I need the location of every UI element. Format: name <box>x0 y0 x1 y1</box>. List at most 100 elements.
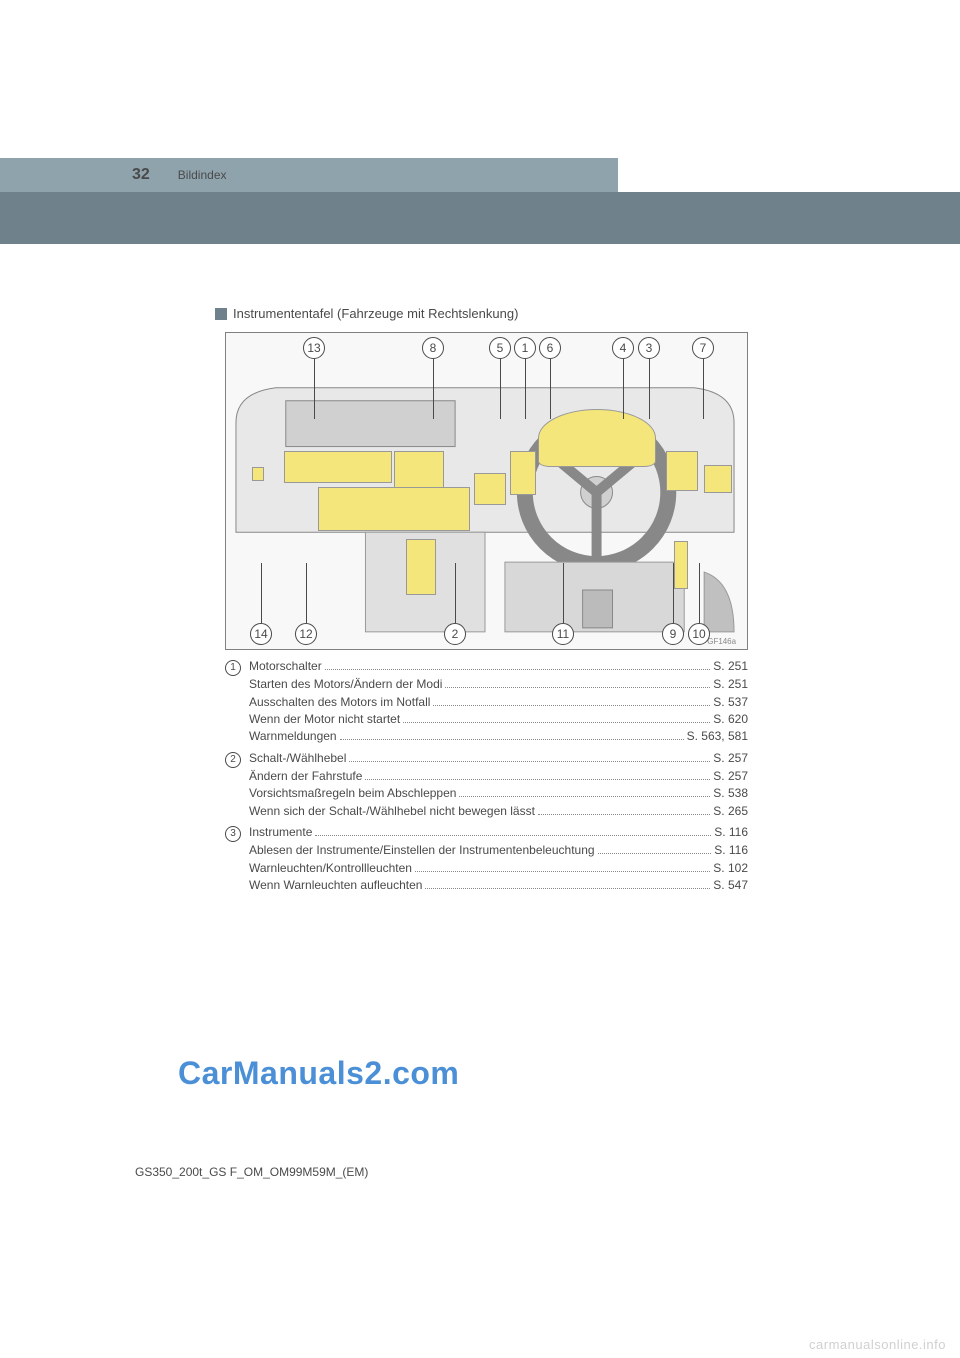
section-title: Instrumententafel (Fahrzeuge mit Rechtsl… <box>233 306 518 321</box>
list-dots <box>315 835 711 836</box>
callout-line <box>455 563 456 623</box>
list-page-ref: S. 547 <box>713 877 748 894</box>
highlight-region <box>704 465 732 493</box>
list-number-circle: 3 <box>225 826 241 842</box>
list-page-ref: S. 251 <box>713 676 748 693</box>
callout-line <box>500 359 501 419</box>
callout-4: 4 <box>612 337 634 359</box>
list-dots <box>365 779 710 780</box>
callout-line <box>623 359 624 419</box>
callout-12: 12 <box>295 623 317 645</box>
highlight-region <box>284 451 392 483</box>
highlight-region <box>666 451 698 491</box>
list-page-ref: S. 116 <box>714 824 748 841</box>
callout-3: 3 <box>638 337 660 359</box>
footer-code: GS350_200t_GS F_OM_OM99M59M_(EM) <box>135 1165 368 1179</box>
callout-8: 8 <box>422 337 444 359</box>
callout-7: 7 <box>692 337 714 359</box>
callout-10: 10 <box>688 623 710 645</box>
list-dots <box>325 669 711 670</box>
highlight-region <box>318 487 470 531</box>
list-number-circle: 2 <box>225 752 241 768</box>
list-label: Wenn sich der Schalt-/Wählhebel nicht be… <box>249 803 535 820</box>
list-page-ref: S. 563, 581 <box>687 728 748 745</box>
list-label: Warnleuchten/Kontrollleuchten <box>249 860 412 877</box>
list-label: Instrumente <box>249 824 312 841</box>
list-row: Ausschalten des Motors im NotfallS. 537 <box>225 694 748 711</box>
callout-5: 5 <box>489 337 511 359</box>
dashboard-diagram: INPGF146a 1385164371412211910 <box>225 332 748 650</box>
bottom-watermark: carmanualsonline.info <box>809 1337 946 1352</box>
callout-line <box>649 359 650 419</box>
list-dots <box>425 888 710 889</box>
header-band: 32 Bildindex <box>0 158 618 192</box>
list-row: Wenn sich der Schalt-/Wählhebel nicht be… <box>225 803 748 820</box>
list-group-1: 1MotorschalterS. 251Starten des Motors/Ä… <box>225 658 748 746</box>
list-dots <box>598 853 712 854</box>
list-dots <box>415 871 710 872</box>
list-page-ref: S. 620 <box>713 711 748 728</box>
watermark-text: CarManuals2.com <box>178 1055 459 1092</box>
callout-6: 6 <box>539 337 561 359</box>
list-row: WarnmeldungenS. 563, 581 <box>225 728 748 745</box>
callout-line <box>550 359 551 419</box>
list-page-ref: S. 116 <box>714 842 748 859</box>
callout-11: 11 <box>552 623 574 645</box>
list-dots <box>349 761 710 762</box>
callout-line <box>306 563 307 623</box>
list-group-2: 2Schalt-/WählhebelS. 257Ändern der Fahrs… <box>225 750 748 820</box>
list-row: Starten des Motors/Ändern der Modi S. 251 <box>225 676 748 693</box>
section-title-row: Instrumententafel (Fahrzeuge mit Rechtsl… <box>215 306 518 321</box>
list-label: Motorschalter <box>249 658 322 675</box>
callout-line <box>525 359 526 419</box>
highlight-region <box>406 539 436 595</box>
list-row: 3 Instrumente S. 116 <box>225 824 748 842</box>
list-label: Ändern der Fahrstufe <box>249 768 362 785</box>
list-dots <box>459 796 710 797</box>
list-row: Wenn der Motor nicht startet S. 620 <box>225 711 748 728</box>
section-square-icon <box>215 308 227 320</box>
list-page-ref: S. 537 <box>713 694 748 711</box>
list-row: Ändern der FahrstufeS. 257 <box>225 768 748 785</box>
callout-line <box>314 359 315 419</box>
list-label: Ablesen der Instrumente/Einstellen der I… <box>249 842 595 859</box>
highlight-region <box>674 541 688 589</box>
list-page-ref: S. 265 <box>713 803 748 820</box>
list-dots <box>538 814 710 815</box>
callout-2: 2 <box>444 623 466 645</box>
list-row: Wenn Warnleuchten aufleuchtenS. 547 <box>225 877 748 894</box>
list-label: Schalt-/Wählhebel <box>249 750 346 767</box>
list-label: Starten des Motors/Ändern der Modi <box>249 676 442 693</box>
index-list: 1MotorschalterS. 251Starten des Motors/Ä… <box>225 658 748 899</box>
list-page-ref: S. 257 <box>713 750 748 767</box>
header-title: Bildindex <box>178 168 227 182</box>
list-page-ref: S. 538 <box>713 785 748 802</box>
list-row: 2 Schalt-/Wählhebel S. 257 <box>225 750 748 768</box>
list-group-3: 3 Instrumente S. 116 Ablesen der Instrument… <box>225 824 748 894</box>
list-dots <box>445 687 710 688</box>
highlight-region <box>510 451 536 495</box>
callout-line <box>563 563 564 623</box>
list-label: Vorsichtsmaßregeln beim Abschleppen <box>249 785 456 802</box>
list-row: Warnleuchten/Kontrollleuchten S. 102 <box>225 860 748 877</box>
list-dots <box>340 739 684 740</box>
callout-1: 1 <box>514 337 536 359</box>
list-number-circle: 1 <box>225 660 241 676</box>
callout-14: 14 <box>250 623 272 645</box>
callout-line <box>673 563 674 623</box>
list-label: Wenn der Motor nicht startet <box>249 711 400 728</box>
callout-line <box>433 359 434 419</box>
list-page-ref: S. 102 <box>713 860 748 877</box>
dark-band <box>0 192 960 244</box>
manual-page: 32 Bildindex Instrumententafel (Fahrzeug… <box>0 0 960 1358</box>
list-dots <box>403 722 710 723</box>
list-row: Vorsichtsmaßregeln beim Abschleppen S. 53… <box>225 785 748 802</box>
callout-line <box>699 563 700 623</box>
callout-13: 13 <box>303 337 325 359</box>
list-row: 1 Motorschalter S. 251 <box>225 658 748 676</box>
list-row: Ablesen der Instrumente/Einstellen der I… <box>225 842 748 859</box>
list-dots <box>433 705 710 706</box>
callout-line <box>703 359 704 419</box>
list-page-ref: S. 251 <box>713 658 748 675</box>
callout-9: 9 <box>662 623 684 645</box>
